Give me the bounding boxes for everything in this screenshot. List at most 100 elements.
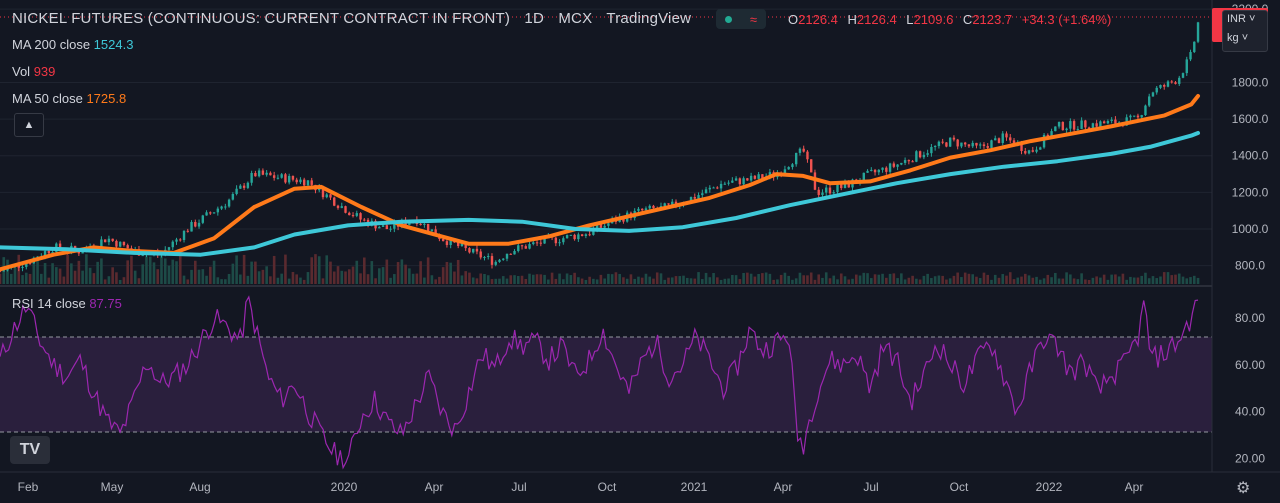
candle-body: [1132, 115, 1136, 117]
rsi-axis[interactable]: 20.00 40.00 60.00 80.00: [1235, 311, 1265, 465]
volume-bar: [299, 277, 302, 284]
candle-body: [1163, 84, 1166, 87]
candle-body: [513, 250, 516, 255]
candle-body: [456, 242, 460, 247]
candle-body: [565, 235, 569, 239]
volume-bar: [599, 274, 603, 284]
volume-bar: [261, 269, 265, 284]
candle-body: [118, 241, 122, 247]
volume-bar: [915, 278, 918, 284]
legend-rsi[interactable]: RSI 14 close 87.75: [12, 296, 122, 311]
volume-bar: [1136, 277, 1140, 284]
volume-bar: [513, 275, 516, 284]
symbol-title[interactable]: NICKEL FUTURES (CONTINUOUS: CURRENT CONT…: [12, 10, 701, 27]
volume-bar: [88, 267, 92, 284]
candle-body: [840, 184, 843, 189]
candle-body: [254, 172, 257, 177]
candle-body: [535, 242, 539, 244]
candle-body: [787, 167, 790, 170]
candle-body: [1151, 92, 1155, 97]
volume-bar: [614, 272, 618, 284]
volume-bar: [896, 278, 899, 284]
volume-bar: [903, 279, 907, 284]
candle-body: [573, 234, 576, 240]
candle-body: [719, 183, 723, 189]
volume-bar: [1001, 274, 1005, 284]
volume-bar: [918, 279, 922, 284]
candle-body: [1091, 123, 1095, 129]
interval-label[interactable]: 1D: [524, 10, 544, 27]
volume-bar: [314, 254, 317, 284]
volume-bar: [141, 264, 145, 284]
candle-body: [697, 195, 700, 199]
price-tick-label: 1400.0: [1232, 149, 1269, 163]
volume-bar: [772, 279, 775, 284]
volume-bar: [1020, 276, 1023, 284]
collapse-legend-button[interactable]: ▲: [14, 113, 44, 137]
volume-bar: [32, 259, 36, 284]
tradingview-logo-icon[interactable]: TV: [10, 436, 50, 464]
volume-bar: [242, 254, 246, 284]
volume-bar: [419, 261, 422, 284]
candle-body: [648, 205, 651, 209]
candle-body: [505, 253, 509, 259]
currency-dropdown[interactable]: INR ˅: [1223, 11, 1267, 30]
volume-bar: [1140, 275, 1144, 284]
candle-body: [280, 174, 283, 178]
unit-label: kg: [1227, 32, 1239, 44]
high-value: 2126.4: [856, 12, 897, 27]
volume-bar: [370, 261, 374, 284]
candle-body: [1001, 133, 1004, 143]
candle-body: [28, 262, 32, 264]
candle-body: [888, 163, 892, 172]
candle-body: [227, 199, 231, 207]
volume-bar: [881, 273, 884, 284]
candle-body: [671, 201, 674, 205]
volume-bar: [36, 255, 39, 284]
candle-body: [832, 192, 835, 194]
legend-ma50[interactable]: MA 50 close 1725.8: [12, 91, 126, 106]
ohlc-values: O2126.4 H2126.4 L2109.6 C2123.7 +34.3 (+…: [788, 12, 1117, 27]
volume-bar: [547, 279, 550, 284]
legend-ma200[interactable]: MA 200 close 1524.3: [12, 37, 133, 52]
chevron-up-icon: ▲: [23, 119, 35, 131]
candle-body: [637, 208, 640, 211]
gear-icon[interactable]: ⚙: [1236, 480, 1251, 497]
volume-bar: [791, 279, 794, 284]
unit-dropdown[interactable]: kg ˅: [1223, 30, 1267, 49]
candle-body: [329, 194, 332, 198]
candle-body: [963, 142, 967, 145]
volume-bar: [1102, 274, 1106, 284]
volume-bar: [802, 275, 805, 284]
candle-body: [915, 151, 918, 162]
volume-bar: [753, 276, 757, 284]
candle-body: [1057, 122, 1061, 127]
volume-bar: [1016, 277, 1020, 284]
price-axis[interactable]: 800.01000.01200.01400.01600.01800.02200.…: [1232, 2, 1269, 273]
volume-bar: [374, 278, 377, 284]
volume-bar: [434, 279, 437, 284]
volume-bar: [257, 271, 261, 284]
unit-selector[interactable]: INR ˅ kg ˅: [1222, 10, 1268, 52]
candle-body: [539, 242, 543, 244]
volume-bar: [430, 275, 434, 284]
volume-bar: [66, 254, 69, 284]
volume-bar: [637, 276, 640, 284]
candle-body: [1050, 131, 1053, 139]
volume-bar: [854, 274, 858, 284]
candle-body: [599, 224, 603, 228]
volume-bar: [524, 279, 528, 284]
candle-body: [1166, 81, 1170, 87]
volume-bar: [28, 273, 32, 284]
legend-vol[interactable]: Vol 939: [12, 64, 55, 79]
time-axis[interactable]: Feb May Aug 2020 Apr Jul Oct 2021 Apr Jul Oct 2022 A…: [18, 480, 1144, 494]
market-status-toggle[interactable]: ≈: [716, 9, 766, 29]
volume-bar: [163, 258, 167, 284]
time-tick-label: Aug: [189, 480, 210, 494]
volume-bar: [178, 254, 182, 284]
symbol-name[interactable]: NICKEL FUTURES (CONTINUOUS: CURRENT CONT…: [12, 10, 511, 27]
volume-bar: [1129, 276, 1132, 284]
volume-bar: [340, 270, 344, 284]
volume-bar: [787, 275, 790, 284]
